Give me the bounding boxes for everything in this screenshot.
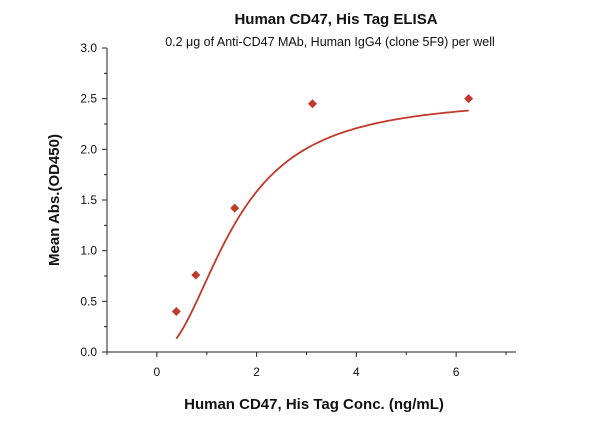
chart-subtitle: 0.2 μg of Anti-CD47 MAb, Human IgG4 (clo… [165, 35, 495, 49]
x-tick-label: 6 [453, 365, 460, 379]
x-axis-title: Human CD47, His Tag Conc. (ng/mL) [184, 396, 444, 413]
y-tick-label: 2.0 [80, 142, 97, 156]
y-tick-label: 2.5 [80, 92, 97, 106]
fit-curve [175, 109, 469, 340]
y-tick-label: 0.5 [80, 294, 97, 308]
y-axis-title: Mean Abs.(OD450) [46, 134, 63, 266]
y-tick-label: 0.0 [80, 345, 97, 359]
chart-title: Human CD47, His Tag ELISA [234, 11, 437, 28]
data-points-layer [171, 94, 474, 316]
axes [106, 48, 516, 353]
x-tick-label: 2 [253, 365, 260, 379]
x-tick-label: 4 [353, 365, 360, 379]
data-point [307, 99, 317, 109]
x-tick-label: 0 [154, 365, 161, 379]
data-point [191, 270, 201, 280]
data-point [464, 94, 474, 104]
fit-curve-layer [175, 109, 469, 340]
data-point [230, 203, 240, 213]
y-tick-label: 3.0 [80, 41, 97, 55]
y-tick-label: 1.5 [80, 193, 97, 207]
y-tick-label: 1.0 [80, 244, 97, 258]
axis-ticks: 0.0 0.5 1.0 1.5 2.0 2.5 3.0 0 2 4 6 [80, 41, 507, 379]
data-point [171, 306, 181, 316]
